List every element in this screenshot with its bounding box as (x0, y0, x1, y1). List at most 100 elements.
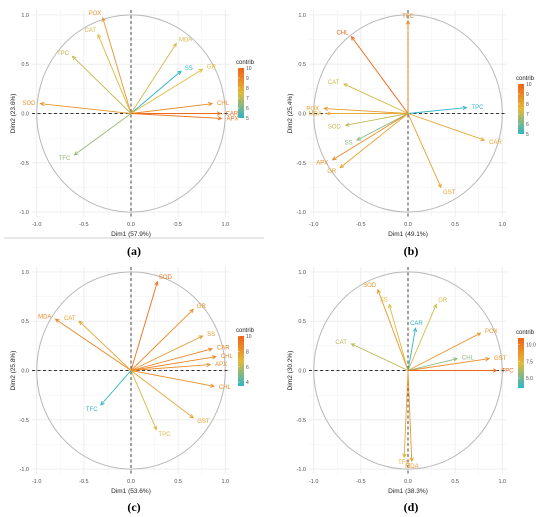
legend-title: contrib (236, 60, 255, 66)
arrow-sod (345, 113, 409, 126)
legend-tick-label: 8 (246, 349, 249, 355)
arrowhead-gr (189, 308, 194, 314)
y-axis-label: Dim2 (25.8%) (10, 351, 17, 391)
arrowhead-apx (331, 156, 337, 161)
variable-label-chl: CHL (219, 385, 232, 391)
variable-label-pox: POX (89, 11, 102, 17)
x-tick-label: 0.5 (174, 222, 182, 228)
variable-label-gr: GR (207, 65, 217, 71)
variable-label-sod: SOD (22, 101, 36, 107)
variable-label-ss: SS (345, 140, 353, 146)
arrowhead-pox (476, 332, 482, 337)
x-tick-label: -1.0 (32, 222, 41, 228)
arrowhead-car (216, 111, 222, 116)
variable-label-cat: CAT (64, 316, 76, 322)
arrow-mda (55, 318, 132, 371)
arrowhead-tpc (492, 368, 498, 373)
arrow-gst (407, 358, 490, 371)
arrowhead-ss (198, 335, 204, 340)
y-tick-label: -0.5 (20, 161, 29, 167)
arrowhead-sod (377, 288, 382, 294)
arrowhead-tpc (462, 105, 468, 111)
arrow-tpc (407, 107, 467, 114)
variable-label-chl: CHL (217, 101, 230, 107)
arrow-sod (377, 289, 409, 371)
panel-caption-b: (b) (403, 244, 419, 258)
arrow-tpc (130, 370, 157, 430)
variable-label-tpc: TPC (471, 105, 484, 111)
x-tick-label: -0.5 (79, 479, 88, 485)
variable-label-tfc: TFC (86, 407, 98, 413)
legend-tick-label: 10.0 (526, 343, 536, 349)
legend-tick-label: 10 (246, 334, 252, 340)
arrow-chl (351, 36, 409, 114)
legend-tick-label: 6 (246, 106, 249, 112)
x-tick-label: 0.0 (404, 479, 412, 485)
arrowhead-sod (39, 101, 45, 107)
arrow-chl (130, 356, 216, 371)
arrow-chl (130, 370, 215, 387)
y-tick-label: -1.0 (297, 467, 306, 473)
variable-label-car: CAR (217, 346, 230, 352)
arrow-pox (324, 108, 409, 114)
arrowhead-cat (350, 343, 356, 348)
legend-title: contrib (516, 76, 535, 82)
x-tick-label: 0.5 (451, 479, 459, 485)
variable-label-cat: CAT (328, 80, 340, 86)
arrow-apx (130, 364, 211, 371)
arrow-apx (332, 113, 409, 161)
arrowhead-pox (323, 106, 328, 111)
legend-tick-label: 5 (526, 132, 529, 138)
y-tick-label: 0.5 (298, 319, 306, 325)
arrow-ss (130, 70, 182, 114)
x-tick-label: 1.0 (498, 479, 506, 485)
arrowhead-apx (206, 362, 212, 367)
arrow-pox (102, 17, 132, 114)
arrow-chl (407, 358, 458, 371)
arrowhead-sod (154, 280, 159, 286)
arrowhead-mda (172, 42, 177, 48)
variable-label-pox: POX (485, 329, 498, 335)
arrowhead-gst (437, 183, 442, 189)
variable-label-mda: MDA (405, 464, 418, 470)
y-tick-label: 0.5 (298, 62, 306, 68)
arrowhead-chl (209, 383, 215, 388)
arrowhead-cat (97, 33, 102, 39)
arrowhead-ss (388, 303, 393, 309)
arrow-gr (407, 304, 437, 371)
variable-label-gr: GR (327, 169, 337, 175)
arrowhead-tfc (402, 453, 407, 459)
arrow-cat (78, 320, 132, 371)
panel-caption-d: (d) (403, 500, 419, 514)
arrow-mda (407, 370, 413, 462)
legend-tick-label: 7.5 (526, 359, 533, 365)
legend-colorbar (518, 84, 524, 134)
arrowhead-mda (54, 318, 60, 323)
variable-label-gst: GST (197, 419, 210, 425)
variable-label-chl: CHL (462, 355, 475, 361)
variable-label-car: CAR (410, 321, 423, 327)
y-tick-label: -1.0 (20, 467, 29, 473)
arrowhead-tfc (100, 401, 105, 406)
legend-tick-label: 5 (246, 116, 249, 122)
arrow-tfc (74, 113, 132, 156)
arrow-pox (407, 332, 481, 371)
variable-label-apx: APX (215, 362, 227, 368)
arrow-gst (407, 113, 442, 188)
arrowhead-apx (217, 116, 223, 121)
arrowhead-ss (176, 70, 182, 75)
arrow-gr (130, 68, 203, 114)
panel-caption-c: (c) (127, 500, 141, 514)
arrow-mda (130, 43, 177, 114)
y-tick-label: -0.5 (20, 418, 29, 424)
y-tick-label: 1.0 (21, 13, 29, 19)
pca-panel-a: -1.0 -0.5 0.0 0.5 1.0 1.0 0.5 0.0 -0.5 -1.0 Dim1 (… (10, 10, 255, 238)
x-tick-label: -1.0 (309, 479, 318, 485)
legend-tick-label: 4 (246, 380, 249, 386)
grid (309, 10, 507, 217)
x-axis-label: Dim1 (38.3%) (388, 488, 428, 495)
